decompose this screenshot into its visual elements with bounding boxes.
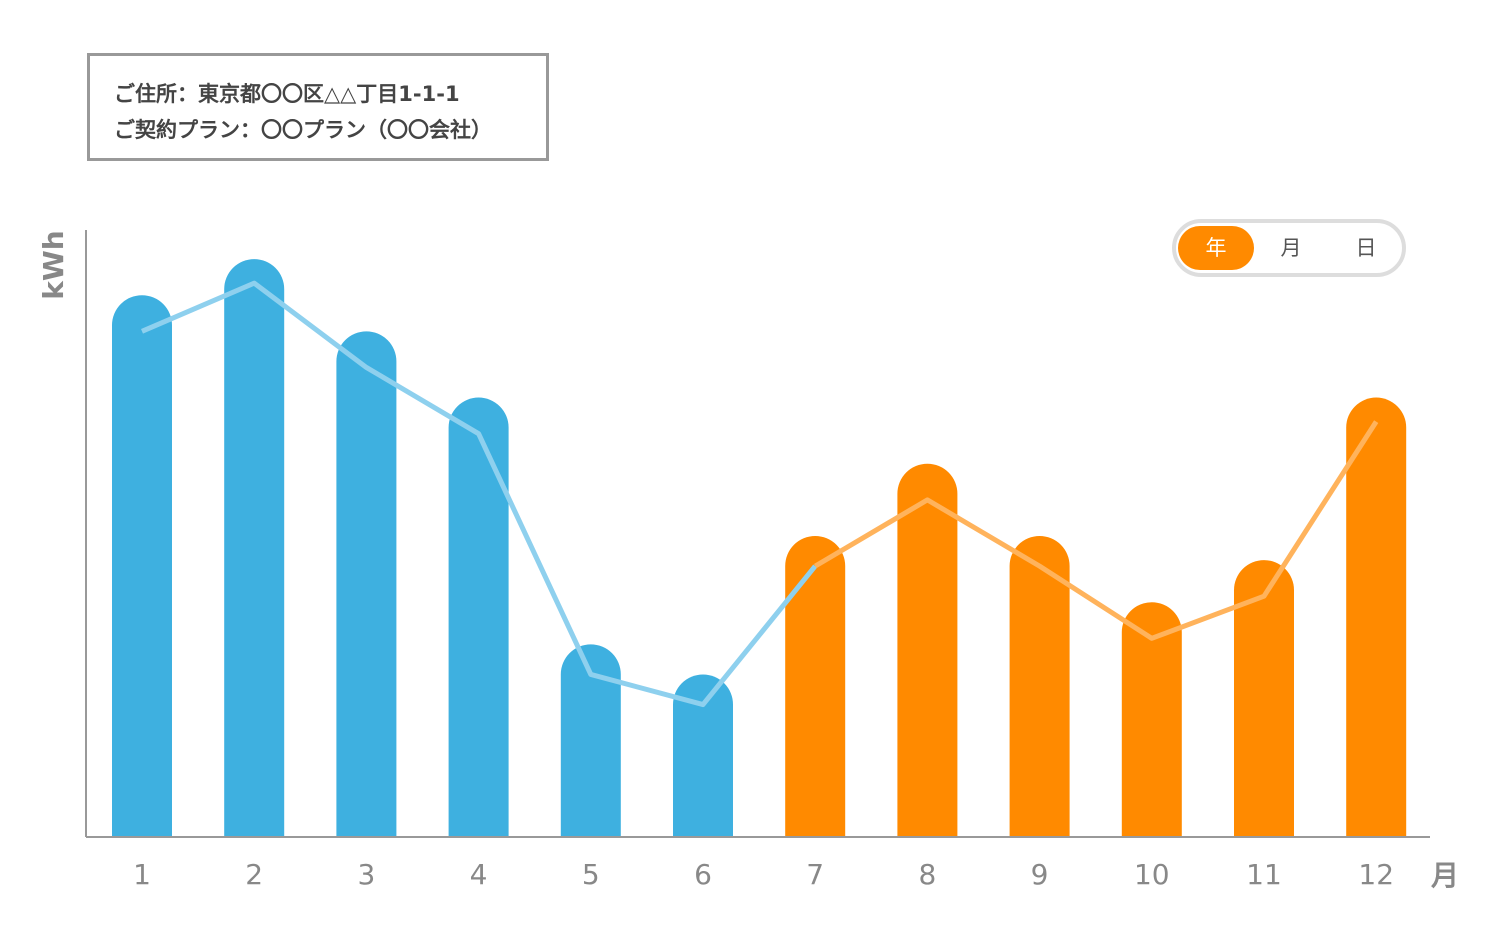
x-tick-8: 8 [918, 858, 936, 891]
x-tick-10: 10 [1134, 858, 1170, 891]
toggle-year-option[interactable]: 年 [1178, 226, 1254, 270]
x-tick-9: 9 [1031, 858, 1049, 891]
x-tick-1: 1 [133, 858, 151, 891]
plan-text: ご契約プラン：〇〇プラン（〇〇会社） [114, 118, 492, 142]
x-tick-6: 6 [694, 858, 712, 891]
bar-8 [897, 463, 958, 837]
bar-6 [673, 674, 733, 837]
period-toggle: 年 月 日 [1172, 219, 1406, 277]
bar-7 [785, 536, 846, 837]
bar-12 [1346, 397, 1407, 837]
x-tick-4: 4 [470, 858, 488, 891]
x-tick-7: 7 [806, 858, 824, 891]
toggle-month-option[interactable]: 月 [1280, 236, 1302, 260]
bar-9 [1009, 536, 1070, 837]
trend-line-first-half [141, 280, 818, 708]
toggle-day-option[interactable]: 日 [1355, 236, 1377, 260]
address-text: ご住所：東京都〇〇区△△丁目1-1-1 [114, 82, 460, 106]
contract-info-box: ご住所：東京都〇〇区△△丁目1-1-1 ご契約プラン：〇〇プラン（〇〇会社） [87, 53, 549, 161]
bar-3 [336, 331, 397, 837]
bar-2 [224, 259, 285, 837]
bar-4 [448, 397, 509, 837]
bar-5 [560, 644, 621, 837]
x-tick-11: 11 [1246, 858, 1282, 891]
bar-series [112, 259, 1407, 837]
line-series [141, 280, 1379, 708]
x-tick-labels: 1 2 3 4 5 6 7 8 9 10 11 12 [133, 858, 1394, 891]
x-tick-12: 12 [1358, 858, 1394, 891]
x-tick-3: 3 [357, 858, 375, 891]
x-tick-5: 5 [582, 858, 600, 891]
y-axis-label: kWh [37, 230, 70, 299]
x-axis-unit-label: 月 [1430, 859, 1459, 892]
bar-1 [112, 295, 172, 837]
x-tick-2: 2 [245, 858, 263, 891]
trend-line-second-half [813, 420, 1379, 641]
bar-11 [1234, 560, 1294, 837]
bar-10 [1121, 602, 1182, 837]
